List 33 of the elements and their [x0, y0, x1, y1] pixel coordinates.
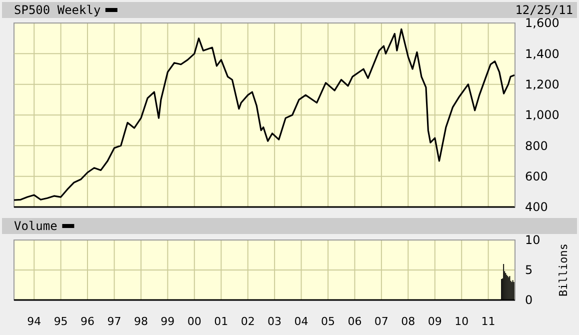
y-tick-label: 400	[525, 200, 548, 214]
x-tick-label: 94	[27, 315, 42, 328]
x-tick-label: 06	[348, 315, 362, 328]
y-tick-label: 10	[525, 233, 540, 248]
x-tick-label: 04	[294, 315, 308, 328]
x-tick-label: 97	[107, 315, 122, 328]
x-tick-label: 02	[240, 315, 255, 328]
y-tick-label: 5	[525, 263, 533, 278]
text: 12/25/11	[515, 3, 573, 17]
x-tick-label: 09	[428, 315, 442, 328]
x-tick-label: 00	[187, 315, 202, 328]
y-axis-title: Billions	[557, 244, 570, 296]
y-tick-label: 1,600	[525, 16, 560, 30]
y-tick-label: 1,400	[525, 46, 560, 61]
legend-label: Volume	[14, 219, 58, 233]
y-tick-label: 1,200	[525, 78, 560, 92]
x-tick-label: 98	[134, 315, 148, 328]
x-tick-label: 96	[80, 315, 95, 328]
y-tick-label: 0	[525, 293, 533, 308]
x-tick-label: 07	[374, 315, 388, 328]
x-tick-label: 99	[160, 315, 175, 328]
x-tick-label: 05	[321, 315, 336, 328]
x-tick-label: 10	[454, 315, 469, 328]
x-tick-label: 01	[214, 315, 228, 328]
x-tick-label: 03	[268, 315, 282, 328]
x-tick-label: 08	[401, 315, 416, 328]
x-tick-label: 11	[481, 315, 496, 328]
legend-label: SP500 Weekly	[14, 3, 101, 17]
x-tick-label: 95	[54, 315, 68, 328]
line-series	[13, 28, 516, 201]
y-tick-label: 800	[525, 138, 548, 153]
y-tick-label: 600	[525, 170, 548, 184]
y-tick-label: 1,000	[525, 108, 560, 122]
